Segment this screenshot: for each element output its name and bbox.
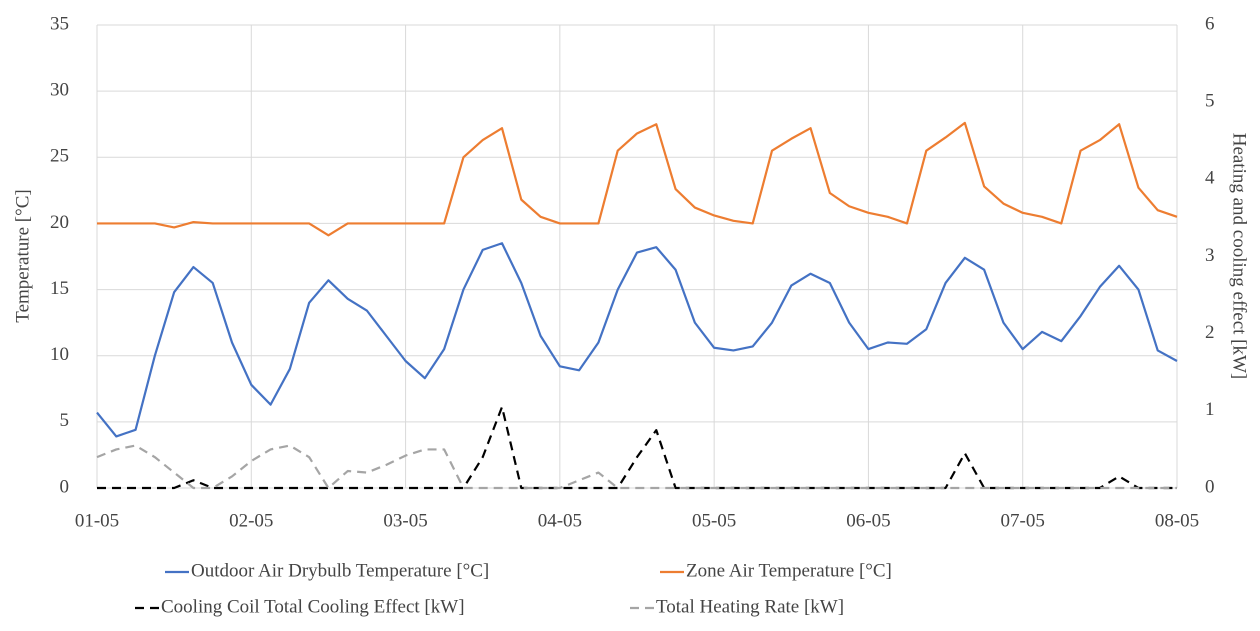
y-axis-title: Temperature [°C] — [12, 189, 33, 322]
legend-label: Zone Air Temperature [°C] — [686, 560, 892, 581]
data-line — [96, 242, 1178, 438]
legend-label: Cooling Coil Total Cooling Effect [kW] — [161, 596, 465, 617]
x-tick-label: 05-05 — [692, 510, 736, 531]
y-tick-label: 35 — [50, 13, 69, 34]
data-line — [97, 121, 1178, 237]
legend-label: Total Heating Rate [kW] — [656, 596, 844, 617]
y-tick-label: 5 — [60, 410, 70, 431]
y2-tick-label: 3 — [1205, 245, 1215, 266]
y-tick-label: 0 — [60, 476, 70, 497]
x-tick-label: 08-05 — [1155, 510, 1199, 531]
x-tick-label: 01-05 — [75, 510, 119, 531]
y-tick-label: 20 — [50, 212, 69, 233]
y-tick-label: 10 — [50, 344, 69, 365]
y-tick-label: 30 — [50, 80, 69, 101]
y2-tick-label: 5 — [1205, 91, 1215, 112]
y2-axis-title: Heating and cooling effect [kW] — [1229, 133, 1250, 380]
y2-tick-label: 2 — [1205, 322, 1215, 343]
data-line — [96, 444, 1177, 490]
legend-label: Outdoor Air Drybulb Temperature [°C] — [191, 560, 489, 581]
y2-tick-label: 6 — [1205, 13, 1215, 34]
x-tick-label: 07-05 — [1001, 510, 1045, 531]
y2-tick-label: 4 — [1205, 168, 1215, 189]
x-tick-label: 04-05 — [538, 510, 582, 531]
x-tick-label: 06-05 — [846, 510, 890, 531]
data-line — [97, 405, 1177, 490]
x-tick-label: 02-05 — [229, 510, 273, 531]
x-tick-label: 03-05 — [383, 510, 427, 531]
y2-tick-label: 1 — [1205, 399, 1215, 420]
y-tick-label: 25 — [50, 146, 69, 167]
y2-tick-label: 0 — [1205, 476, 1215, 497]
y-tick-label: 15 — [50, 278, 69, 299]
